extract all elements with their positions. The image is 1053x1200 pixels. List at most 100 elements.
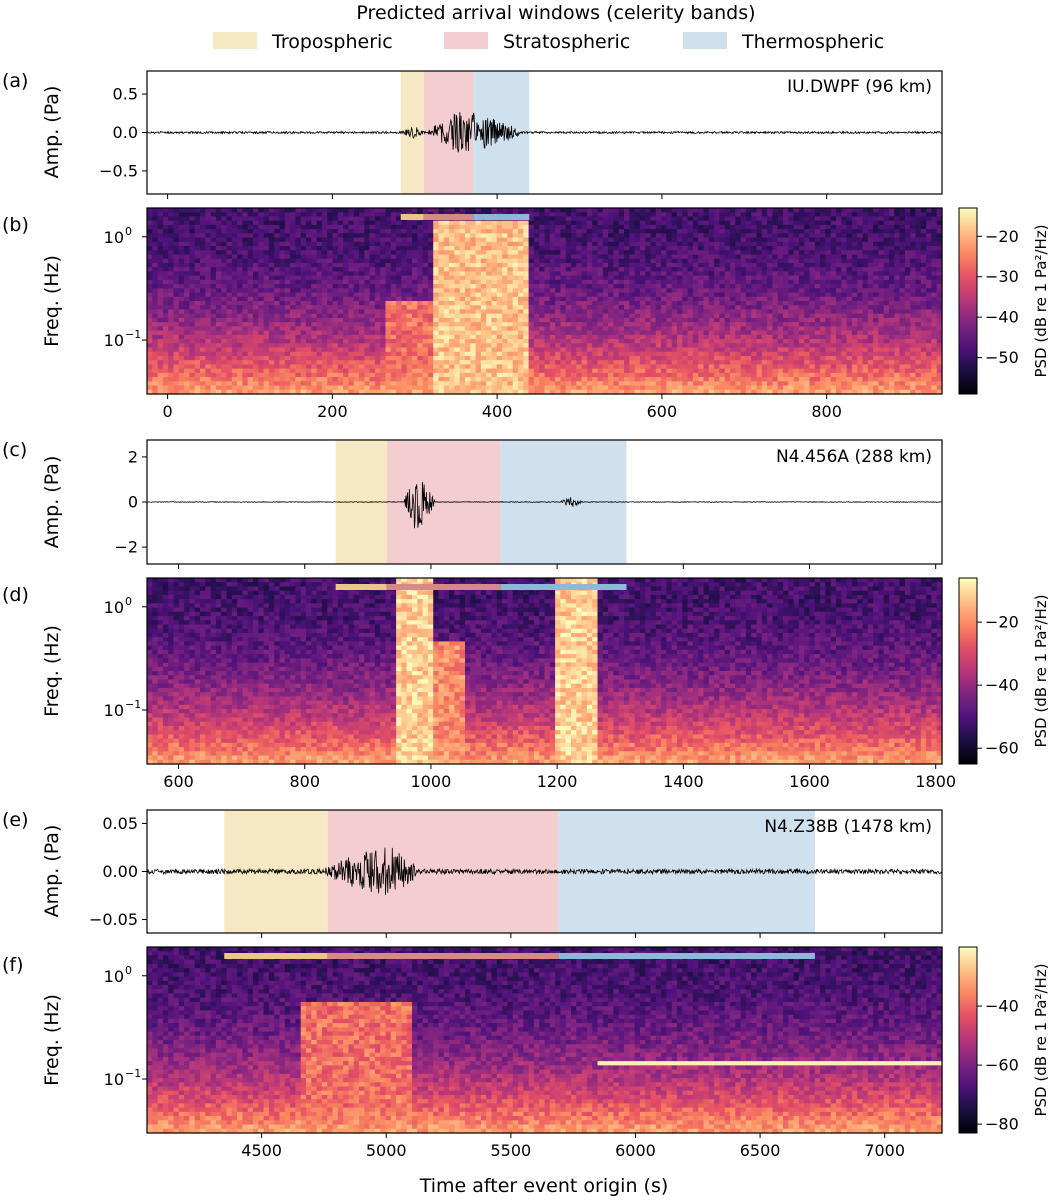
panel-b-cell [825, 241, 832, 247]
panel-b-cell [295, 309, 302, 315]
panel-b-cell [661, 241, 667, 247]
panel-b-cell [682, 271, 689, 277]
panel-b-cell [279, 322, 286, 327]
panel-b-cell [412, 326, 418, 332]
panel-b-cell [168, 241, 175, 247]
panel-b-cell [380, 330, 387, 336]
panel-b-cell [247, 254, 254, 260]
panel-b-cell [210, 262, 217, 268]
panel-b-cell [263, 254, 270, 260]
panel-b-cell [412, 334, 418, 340]
panel-b-cell [703, 305, 710, 311]
panel-b-cell [650, 220, 657, 226]
panel-b-cell [194, 347, 201, 353]
panel-b-cell [756, 258, 763, 264]
panel-b-cell [565, 313, 572, 319]
panel-b-cell [449, 246, 455, 251]
panel-b-cell [337, 339, 344, 344]
panel-b-cell [576, 250, 583, 256]
panel-b-cell [788, 309, 795, 315]
panel-b-cell [586, 317, 593, 323]
panel-b-cell [846, 288, 853, 294]
panel-b-cell [793, 254, 800, 260]
panel-b-cell [761, 216, 768, 222]
panel-b-cell [480, 246, 487, 251]
panel-b-cell [867, 322, 874, 327]
panel-b-cell [496, 313, 503, 319]
panel-b-cell [836, 267, 842, 273]
panel-b-cell [920, 271, 927, 277]
panel-b-cell [830, 284, 837, 289]
panel-b-cell [427, 250, 434, 256]
panel-b-cell [263, 288, 270, 294]
panel-b-cell [629, 322, 636, 327]
panel-b-cell [178, 322, 185, 327]
panel-b-cell [889, 279, 895, 285]
panel-b-cell [327, 292, 334, 298]
panel-b-cell [682, 233, 689, 239]
panel-b-cell [745, 233, 752, 239]
panel-b-cell [353, 246, 360, 251]
panel-b-cell [518, 292, 524, 298]
panel-b-cell [194, 233, 201, 239]
panel-b-cell [915, 288, 922, 294]
panel-b-cell [152, 317, 159, 323]
panel-b-cell [290, 339, 296, 344]
panel-b-cell [544, 262, 551, 268]
panel-b-cell [788, 279, 795, 285]
panel-b-cell [284, 334, 291, 340]
panel-b-cell [226, 241, 233, 247]
panel-b-cell [157, 279, 164, 285]
panel-b-cell [295, 220, 302, 226]
panel-b-cell [677, 339, 683, 344]
panel-b-cell [274, 267, 281, 273]
panel-b-cell [173, 339, 180, 344]
panel-b-cell [878, 330, 885, 336]
panel-b-cell [205, 233, 212, 239]
panel-b-cell [491, 322, 498, 327]
panel-b-cell [899, 305, 906, 311]
panel-b-cell [502, 279, 508, 285]
panel-b-cell [374, 317, 381, 323]
panel-b-cell [889, 326, 895, 332]
panel-b-cell [544, 279, 551, 285]
panel-b-cell [602, 224, 609, 230]
panel-b-cell [454, 229, 461, 234]
panel-b-cell [491, 330, 498, 336]
panel-b-cell [184, 216, 190, 222]
panel-b-cell [454, 288, 461, 294]
panel-b-cell [608, 250, 614, 256]
panel-b-cell [178, 343, 185, 349]
panel-b-cell [279, 208, 286, 213]
panel-b-cell [512, 279, 519, 285]
panel-b-cell [422, 241, 429, 247]
panel-b-cell [433, 317, 440, 323]
panel-b-cell [841, 254, 848, 260]
panel-b-cell [300, 284, 307, 289]
panel-b-cell [263, 322, 270, 327]
panel-b-cell [306, 292, 312, 298]
panel-b-cell [247, 275, 254, 281]
panel-b-cell [926, 254, 932, 260]
panel-b-cell [306, 224, 312, 230]
panel-b-cell [486, 224, 493, 230]
panel-b-cell [724, 284, 731, 289]
panel-b-cell [539, 279, 546, 285]
panel-b-cell [841, 216, 848, 222]
panel-b-cell [406, 343, 413, 349]
panel-b-cell [279, 301, 286, 306]
panel-b-cell [427, 254, 434, 260]
panel-b-cell [814, 216, 821, 222]
panel-b-cell [830, 309, 837, 315]
panel-b-cell [353, 254, 360, 260]
panel-b-cell [825, 220, 832, 226]
panel-b-cell [698, 246, 705, 251]
panel-b-cell [263, 279, 270, 285]
panel-b-cell [226, 330, 233, 336]
panel-b-cell [910, 326, 917, 332]
panel-b-cell [798, 250, 805, 256]
panel-b-cell [306, 246, 312, 251]
panel-b-cell [555, 288, 561, 294]
panel-b-cell [555, 313, 561, 319]
panel-b-cell [629, 233, 636, 239]
